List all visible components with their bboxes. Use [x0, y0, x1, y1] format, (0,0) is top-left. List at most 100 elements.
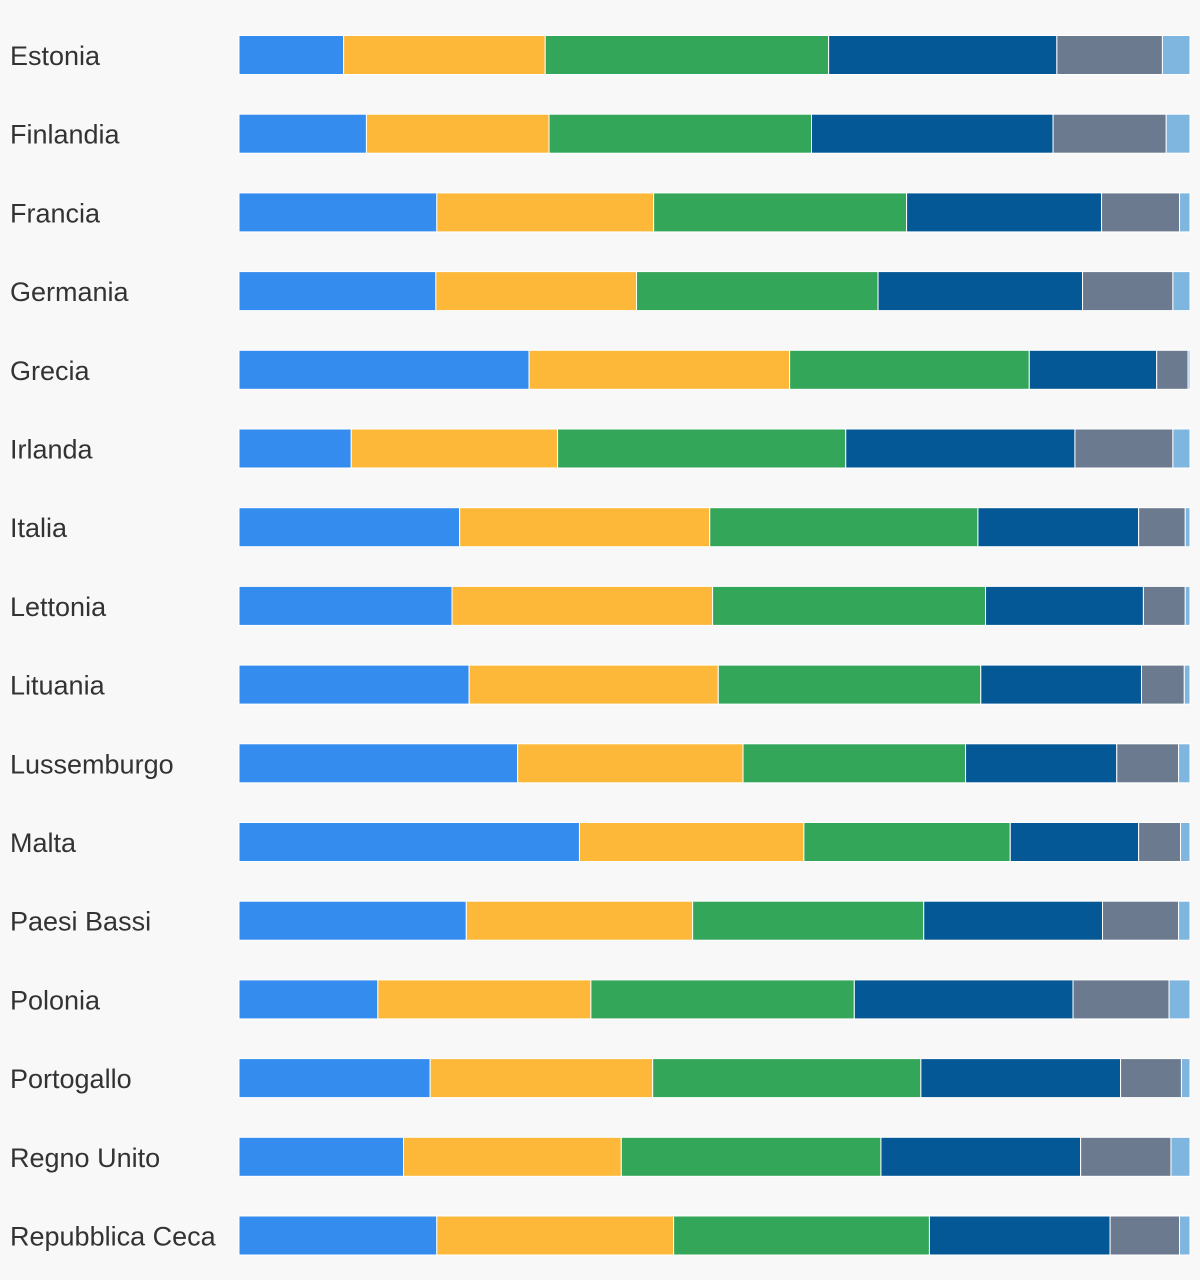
- bar-segment-irlanda-series-3: [557, 428, 847, 469]
- bar-segment-germania-series-3: [636, 271, 879, 312]
- bar-segment-paesi-bassi-series-3: [692, 900, 925, 941]
- bar-segment-lituania-series-6: [1183, 664, 1191, 705]
- bar-segment-regno-unito-series-5: [1080, 1136, 1172, 1177]
- bar-segment-finlandia-series-5: [1052, 113, 1167, 154]
- category-label-estonia: Estonia: [10, 41, 101, 71]
- bar-segment-repubblica-ceca-series-6: [1179, 1215, 1191, 1256]
- bar-segment-lussemburgo-series-6: [1178, 743, 1191, 784]
- bar-segment-irlanda-series-4: [845, 428, 1076, 469]
- category-label-germania: Germania: [10, 277, 130, 307]
- bar-segment-paesi-bassi-series-2: [465, 900, 694, 941]
- bar-segment-estonia-series-1: [238, 35, 345, 75]
- bar-segment-francia-series-2: [436, 192, 655, 233]
- bar-segment-estonia-series-2: [343, 35, 546, 75]
- bar-segment-polonia-series-3: [590, 979, 855, 1020]
- category-label-regno-unito: Regno Unito: [10, 1143, 160, 1173]
- bar-segment-lettonia-series-2: [451, 585, 714, 626]
- bar-segment-polonia-series-5: [1072, 979, 1170, 1020]
- bar-segment-irlanda-series-6: [1172, 428, 1191, 469]
- category-label-grecia: Grecia: [10, 356, 91, 386]
- bar-segment-italia-series-4: [977, 507, 1140, 548]
- bar-segment-francia-series-3: [653, 192, 908, 233]
- bar-segment-lettonia-series-6: [1184, 585, 1191, 626]
- bar-segment-lussemburgo-series-4: [965, 743, 1118, 784]
- bar-segment-francia-series-5: [1101, 192, 1181, 233]
- bar-segment-lituania-series-1: [238, 664, 470, 705]
- bar-segment-repubblica-ceca-series-4: [928, 1215, 1111, 1256]
- category-label-italia: Italia: [10, 513, 68, 543]
- bar-segment-malta-series-6: [1179, 822, 1191, 862]
- bar-segment-irlanda-series-2: [350, 428, 559, 469]
- bar-segment-polonia-series-1: [238, 979, 379, 1020]
- bar-segment-polonia-series-2: [377, 979, 592, 1020]
- bar-segment-lituania-series-5: [1141, 664, 1185, 705]
- bar-segment-lettonia-series-3: [712, 585, 987, 626]
- category-label-lettonia: Lettonia: [10, 592, 107, 622]
- category-label-repubblica-ceca: Repubblica Ceca: [10, 1222, 217, 1252]
- category-label-portogallo: Portogallo: [10, 1064, 132, 1094]
- bar-segment-portogallo-series-2: [429, 1058, 654, 1099]
- bar-segment-portogallo-series-5: [1120, 1058, 1182, 1099]
- bar-segment-grecia-series-2: [528, 349, 791, 390]
- bar-segment-irlanda-series-1: [238, 428, 352, 469]
- bar-segment-italia-series-5: [1138, 507, 1186, 548]
- bar-segment-grecia-series-4: [1028, 349, 1158, 390]
- bar-segment-regno-unito-series-1: [238, 1136, 405, 1177]
- bar-segment-estonia-series-5: [1056, 35, 1163, 75]
- bar-segment-regno-unito-series-4: [880, 1136, 1082, 1177]
- bar-segment-grecia-series-3: [789, 349, 1030, 390]
- bar-segment-lussemburgo-series-3: [742, 743, 967, 784]
- bar-segment-malta-series-2: [578, 822, 805, 862]
- bar-segment-italia-series-3: [709, 507, 979, 548]
- bar-segment-malta-series-5: [1138, 822, 1181, 862]
- bar-segment-malta-series-3: [803, 822, 1011, 862]
- bar-segment-repubblica-ceca-series-3: [673, 1215, 930, 1256]
- bar-segment-portogallo-series-4: [920, 1058, 1122, 1099]
- bars-layer: [238, 35, 1191, 1256]
- bar-segment-lituania-series-4: [980, 664, 1143, 705]
- bar-segment-finlandia-series-1: [238, 113, 367, 154]
- bar-segment-lettonia-series-1: [238, 585, 453, 626]
- bar-segment-repubblica-ceca-series-5: [1109, 1215, 1181, 1256]
- bar-segment-malta-series-4: [1009, 822, 1140, 862]
- category-label-paesi-bassi: Paesi Bassi: [10, 907, 151, 937]
- bar-segment-italia-series-6: [1184, 507, 1191, 548]
- category-label-malta: Malta: [10, 828, 77, 858]
- bar-segment-finlandia-series-3: [548, 113, 813, 154]
- bar-segment-paesi-bassi-series-6: [1178, 900, 1191, 941]
- bar-segment-grecia-series-6: [1187, 349, 1191, 390]
- category-label-lituania: Lituania: [10, 671, 106, 701]
- bar-segment-estonia-series-3: [544, 35, 830, 75]
- bar-segment-germania-series-5: [1082, 271, 1174, 312]
- bar-segment-regno-unito-series-2: [403, 1136, 622, 1177]
- category-label-finlandia: Finlandia: [10, 120, 121, 150]
- category-label-polonia: Polonia: [10, 985, 101, 1015]
- bar-segment-paesi-bassi-series-4: [923, 900, 1104, 941]
- bar-segment-regno-unito-series-3: [620, 1136, 882, 1177]
- bar-segment-lituania-series-2: [468, 664, 719, 705]
- bar-segment-italia-series-2: [459, 507, 711, 548]
- bar-segment-germania-series-6: [1172, 271, 1191, 312]
- bar-segment-lettonia-series-4: [985, 585, 1144, 626]
- bar-segment-paesi-bassi-series-5: [1102, 900, 1180, 941]
- bar-segment-irlanda-series-5: [1074, 428, 1174, 469]
- bar-segment-paesi-bassi-series-1: [238, 900, 467, 941]
- bar-segment-lussemburgo-series-2: [517, 743, 744, 784]
- bar-segment-francia-series-4: [906, 192, 1103, 233]
- category-label-lussemburgo: Lussemburgo: [10, 749, 174, 779]
- bar-segment-finlandia-series-6: [1165, 113, 1191, 154]
- bar-segment-regno-unito-series-6: [1170, 1136, 1191, 1177]
- bar-segment-polonia-series-6: [1168, 979, 1191, 1020]
- bar-segment-finlandia-series-2: [365, 113, 550, 154]
- bar-segment-repubblica-ceca-series-1: [238, 1215, 438, 1256]
- bar-segment-lussemburgo-series-1: [238, 743, 519, 784]
- bar-segment-polonia-series-4: [853, 979, 1074, 1020]
- bar-segment-estonia-series-6: [1161, 35, 1191, 75]
- bar-segment-germania-series-2: [435, 271, 638, 312]
- bar-segment-grecia-series-1: [238, 349, 530, 390]
- bar-segment-repubblica-ceca-series-2: [436, 1215, 675, 1256]
- bar-segment-lettonia-series-5: [1142, 585, 1186, 626]
- bar-segment-portogallo-series-1: [238, 1058, 431, 1099]
- bar-segment-finlandia-series-4: [811, 113, 1054, 154]
